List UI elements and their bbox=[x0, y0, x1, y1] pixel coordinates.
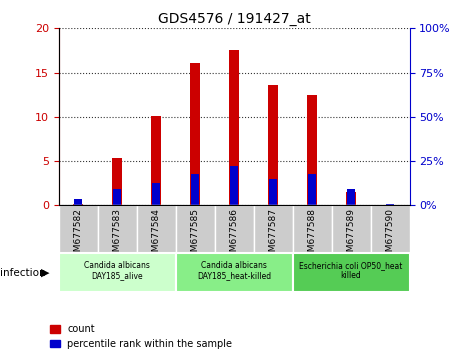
Text: GSM677587: GSM677587 bbox=[269, 208, 278, 263]
Text: GSM677582: GSM677582 bbox=[73, 208, 82, 263]
Text: GSM677583: GSM677583 bbox=[112, 208, 122, 263]
Text: GSM677588: GSM677588 bbox=[307, 208, 316, 263]
Bar bbox=[292, 253, 410, 292]
Text: GSM677590: GSM677590 bbox=[386, 208, 395, 263]
Bar bbox=[113, 189, 121, 205]
Bar bbox=[332, 205, 370, 253]
Text: GSM677584: GSM677584 bbox=[152, 208, 161, 263]
Bar bbox=[176, 205, 215, 253]
Bar bbox=[151, 116, 161, 205]
Bar bbox=[153, 183, 159, 205]
Bar bbox=[268, 85, 278, 205]
Bar bbox=[136, 205, 176, 253]
Text: Candida albicans
DAY185_heat-killed: Candida albicans DAY185_heat-killed bbox=[197, 261, 271, 280]
Bar bbox=[346, 192, 356, 205]
Bar bbox=[307, 95, 317, 205]
Bar bbox=[58, 205, 98, 253]
Bar bbox=[73, 204, 83, 205]
Bar bbox=[192, 175, 198, 205]
Bar bbox=[230, 166, 238, 205]
Bar bbox=[176, 253, 292, 292]
Bar bbox=[215, 205, 253, 253]
Bar bbox=[75, 199, 81, 205]
Bar bbox=[309, 175, 315, 205]
Bar bbox=[347, 189, 355, 205]
Bar bbox=[98, 205, 136, 253]
Bar bbox=[370, 205, 410, 253]
Text: ▶: ▶ bbox=[40, 268, 49, 278]
Text: GSM677586: GSM677586 bbox=[230, 208, 238, 263]
Text: Candida albicans
DAY185_alive: Candida albicans DAY185_alive bbox=[84, 261, 150, 280]
Legend: count, percentile rank within the sample: count, percentile rank within the sample bbox=[50, 324, 232, 349]
Bar bbox=[190, 63, 200, 205]
Text: GSM677589: GSM677589 bbox=[346, 208, 356, 263]
Text: Escherichia coli OP50_heat
killed: Escherichia coli OP50_heat killed bbox=[299, 261, 403, 280]
Text: infection: infection bbox=[0, 268, 45, 278]
Bar bbox=[58, 253, 176, 292]
Title: GDS4576 / 191427_at: GDS4576 / 191427_at bbox=[158, 12, 310, 26]
Bar bbox=[253, 205, 292, 253]
Bar bbox=[229, 51, 239, 205]
Bar bbox=[270, 179, 276, 205]
Bar bbox=[292, 205, 332, 253]
Bar bbox=[112, 159, 122, 205]
Text: GSM677585: GSM677585 bbox=[190, 208, 199, 263]
